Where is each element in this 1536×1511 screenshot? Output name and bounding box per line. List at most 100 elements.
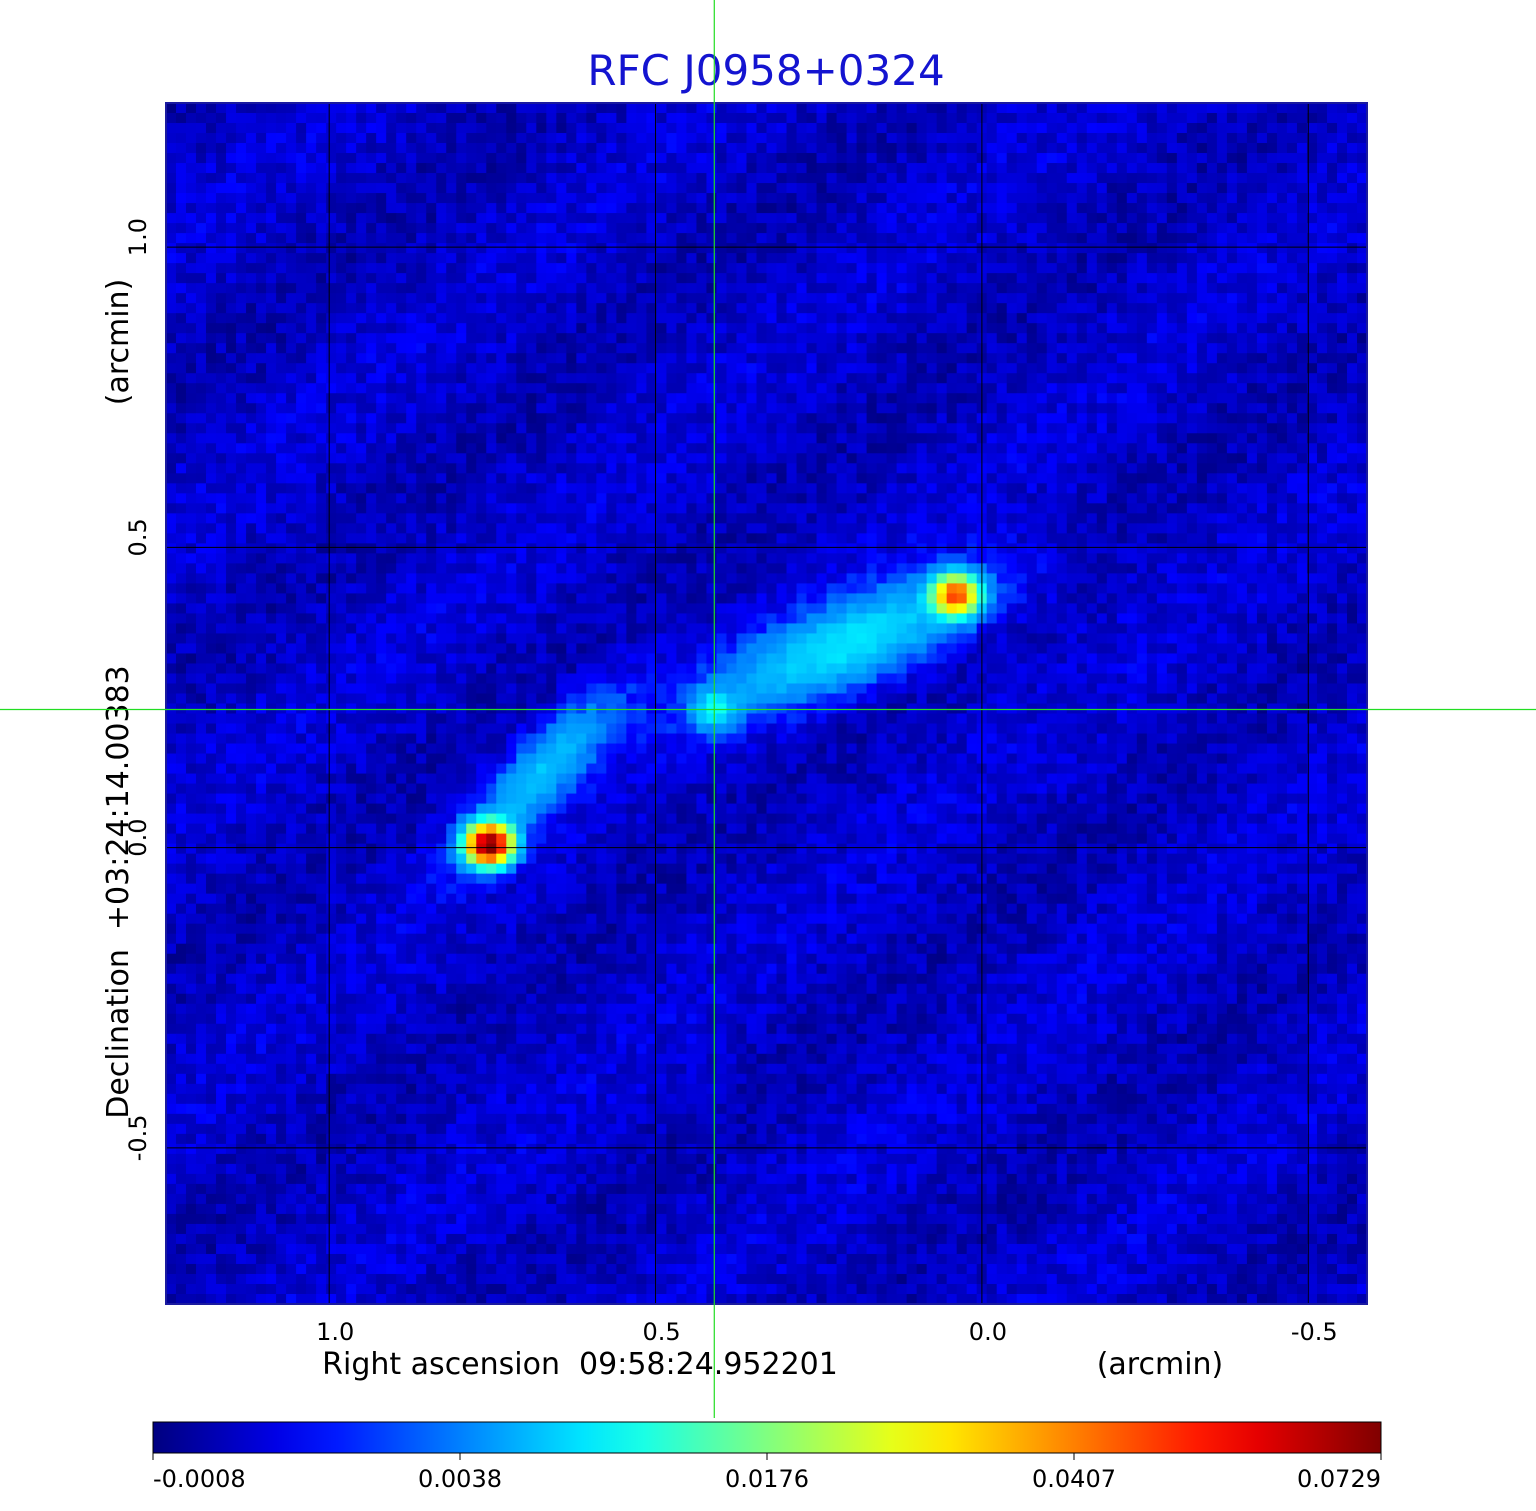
map-pixel [1326,393,1338,404]
map-pixel [1096,243,1108,254]
map-pixel [1096,313,1108,324]
map-pixel [216,413,227,424]
map-pixel [646,443,658,454]
map-pixel [1246,333,1258,344]
map-pixel [936,283,948,294]
map-pixel [626,433,637,444]
map-pixel [856,163,868,174]
map-pixel [1066,153,1078,164]
map-pixel [406,283,417,294]
map-pixel [1166,353,1178,364]
map-pixel [1076,203,1088,214]
map-pixel [1336,243,1348,254]
map-pixel [1146,293,1158,304]
map-pixel [1056,103,1068,114]
map-pixel [466,463,477,474]
map-pixel [416,383,427,394]
map-pixel [1016,233,1028,244]
map-pixel [1296,463,1308,474]
map-pixel [586,233,597,244]
map-pixel [756,353,768,364]
map-pixel [996,473,1008,484]
map-pixel [286,333,297,344]
map-pixel [616,193,627,204]
map-pixel [1236,363,1248,374]
map-pixel [616,163,627,174]
map-pixel [986,313,998,324]
map-pixel [496,493,507,504]
map-pixel [726,213,738,224]
map-pixel [596,373,607,384]
map-pixel [826,383,838,394]
map-pixel [916,353,928,364]
map-pixel [696,453,708,464]
map-pixel [636,243,647,254]
map-pixel [476,513,487,524]
map-pixel [706,123,718,134]
map-pixel [856,513,868,524]
map-pixel [1206,283,1218,294]
map-pixel [1186,173,1198,184]
map-pixel [1316,203,1328,214]
map-pixel [836,443,848,454]
map-pixel [956,413,968,424]
map-pixel [386,263,397,274]
map-pixel [1346,233,1358,244]
map-pixel [886,233,898,244]
map-pixel [386,483,397,494]
map-pixel [866,483,878,494]
map-pixel [566,193,577,204]
map-pixel [736,353,748,364]
map-pixel [506,483,517,494]
map-pixel [796,473,808,484]
map-pixel [366,473,377,484]
map-pixel [566,453,577,464]
map-pixel [866,113,878,124]
map-pixel [946,113,958,124]
map-pixel [696,163,708,174]
map-pixel [986,373,998,384]
map-pixel [336,453,347,464]
map-pixel [216,133,227,144]
map-pixel [386,473,397,484]
map-pixel [306,123,317,134]
map-pixel [1106,103,1118,114]
map-pixel [1246,163,1258,174]
map-pixel [876,383,888,394]
map-pixel [1246,153,1258,164]
map-pixel [956,393,968,404]
map-pixel [306,263,317,274]
map-pixel [1146,443,1158,454]
map-pixel [1336,343,1348,354]
map-pixel [866,423,878,434]
map-pixel [406,373,417,384]
map-pixel [1016,283,1028,294]
map-pixel [1306,473,1318,484]
map-pixel [266,433,277,444]
map-pixel [296,233,307,244]
map-pixel [256,163,267,174]
map-pixel [326,273,337,284]
map-pixel [716,333,728,344]
map-pixel [796,463,808,474]
map-pixel [766,173,778,184]
map-pixel [686,313,698,324]
map-pixel [1316,143,1328,154]
map-pixel [1276,233,1288,244]
map-pixel [1036,373,1048,384]
map-pixel [946,433,958,444]
map-pixel [526,363,537,374]
map-pixel [516,103,527,114]
map-pixel [1286,283,1298,294]
map-pixel [686,303,698,314]
map-pixel [1056,143,1068,154]
map-pixel [1076,113,1088,124]
map-pixel [516,413,527,424]
map-pixel [606,183,617,194]
map-pixel [1306,263,1318,274]
map-pixel [806,273,818,284]
map-pixel [726,173,738,184]
map-pixel [166,463,177,474]
map-pixel [316,173,327,184]
map-pixel [926,293,938,304]
